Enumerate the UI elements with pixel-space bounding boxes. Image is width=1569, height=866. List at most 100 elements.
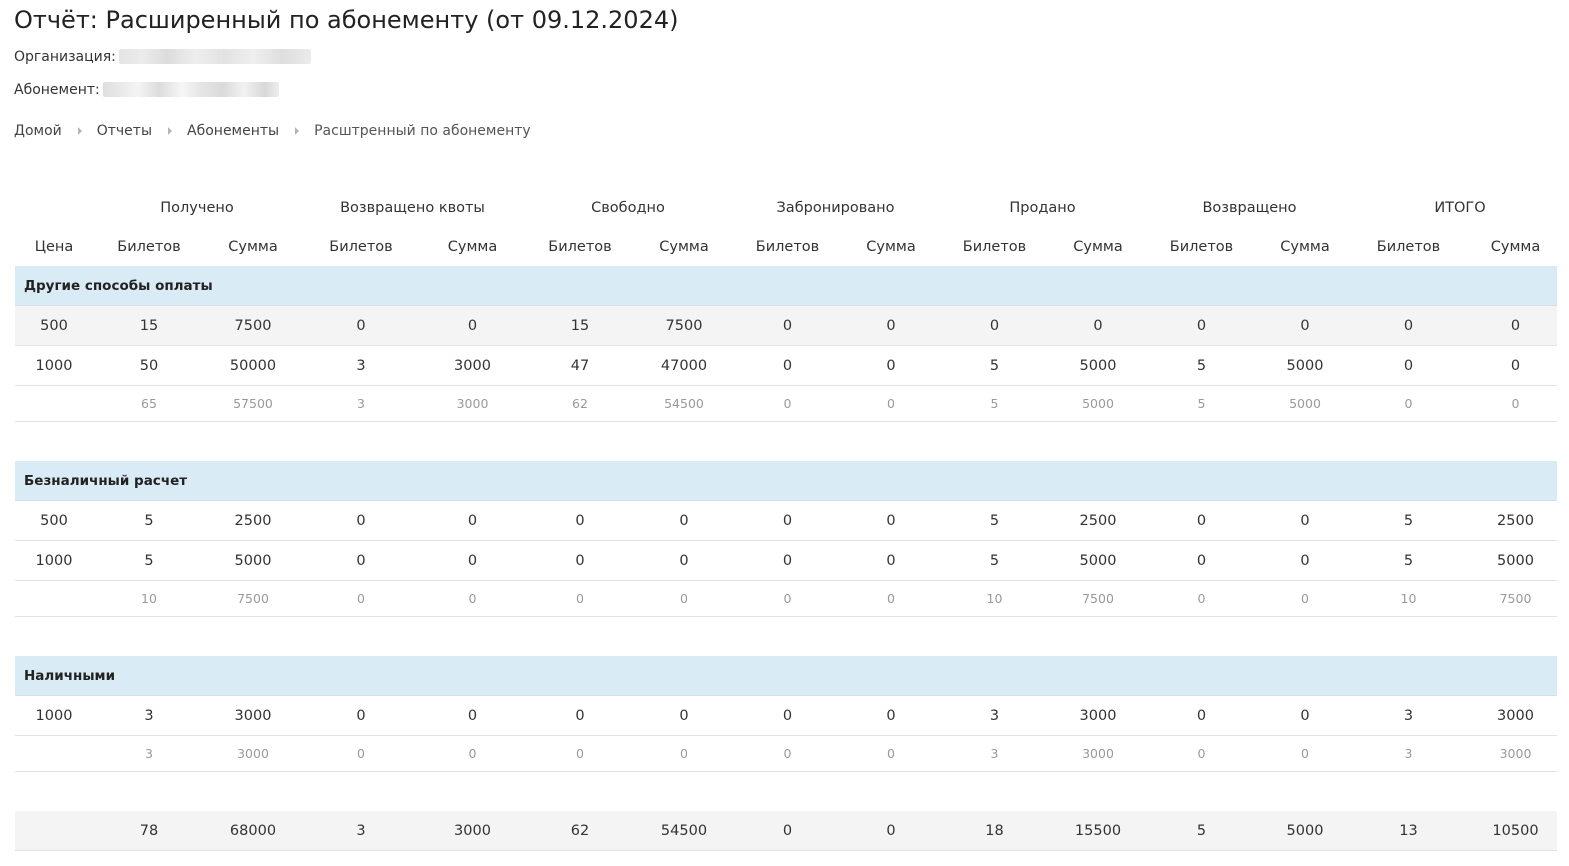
table-cell: 2500 xyxy=(1079,512,1117,529)
table-cell: 0 xyxy=(356,707,366,724)
table-cell: 0 xyxy=(1300,552,1310,569)
table-cell: 5 xyxy=(989,357,1000,374)
subtotal-row: 65 57500 3 3000 62 54500 0 0 5 5000 5 5000 0 0 xyxy=(15,386,1557,422)
table-cell: 1000 xyxy=(35,552,73,569)
column-header: Сумма xyxy=(1490,238,1541,255)
table-cell: 0 xyxy=(575,707,585,724)
table-row: 500 5 2500 0 0 0 0 0 0 5 2500 0 0 5 2500 xyxy=(15,501,1557,541)
table-cell: 50000 xyxy=(229,357,277,374)
table-cell: 3 xyxy=(145,746,153,761)
group-header-total: ИТОГО xyxy=(1434,199,1486,216)
table-cell: 3 xyxy=(989,707,1000,724)
table-cell: 0 xyxy=(357,591,365,606)
table-cell: 3 xyxy=(144,707,154,724)
table-cell: 0 xyxy=(575,552,585,569)
column-header: Сумма xyxy=(866,238,916,255)
table-cell: 5000 xyxy=(1497,552,1534,569)
table-cell: 0 xyxy=(782,707,793,724)
table-cell: 0 xyxy=(575,512,585,529)
table-cell: 0 xyxy=(886,822,896,839)
section-spacer xyxy=(15,422,1557,461)
table-cell: 3000 xyxy=(1497,707,1534,724)
table-cell: 7500 xyxy=(237,591,269,606)
grand-total-row: 78 68000 3 3000 62 54500 0 0 18 15500 5 5000 13 10500 xyxy=(15,811,1557,851)
table-cell: 0 xyxy=(1300,317,1310,334)
table-cell: 0 xyxy=(1301,591,1309,606)
table-cell: 47 xyxy=(570,357,590,374)
table-cell: 65 xyxy=(141,396,157,411)
table-cell: 47000 xyxy=(660,357,708,374)
table-row: 1000 3 3000 0 0 0 0 0 0 3 3000 0 0 3 3000 xyxy=(15,696,1557,736)
table-cell: 54500 xyxy=(664,396,704,411)
table-cell: 3000 xyxy=(237,746,269,761)
table-cell: 0 xyxy=(1196,707,1207,724)
breadcrumb-reports[interactable]: Отчеты xyxy=(96,123,153,139)
table-cell: 0 xyxy=(468,591,477,606)
table-body: Другие способы оплаты 500 15 7500 0 0 15 7500 0 0… xyxy=(15,266,1557,851)
table-cell: 0 xyxy=(356,317,366,334)
table-cell: 5000 xyxy=(1082,396,1114,411)
group-header-returned: Возвращено xyxy=(1202,199,1297,216)
section-spacer xyxy=(15,617,1557,656)
column-header-price: Цена xyxy=(34,238,74,255)
table-cell: 0 xyxy=(783,746,792,761)
table-cell: 10 xyxy=(986,591,1003,606)
table-cell: 10 xyxy=(1400,591,1417,606)
subtotal-row: 10 7500 0 0 0 0 0 0 10 7500 0 0 10 7500 xyxy=(15,581,1557,617)
table-cell: 0 xyxy=(1403,357,1414,374)
table-cell: 0 xyxy=(1196,512,1207,529)
table-cell: 0 xyxy=(1196,552,1207,569)
table-row: 1000 50 50000 3 3000 47 47000 0 0 5 5000 5 5000 0 0 xyxy=(15,346,1557,386)
table-cell: 500 xyxy=(40,317,68,334)
table-cell: 0 xyxy=(679,552,689,569)
table-cell: 3 xyxy=(990,746,999,761)
table-cell: 0 xyxy=(1197,591,1206,606)
table-cell: 3000 xyxy=(454,357,491,374)
table-cell: 5 xyxy=(144,512,154,529)
subscription-row: Абонемент: xyxy=(14,80,279,100)
table-cell: 3000 xyxy=(454,822,491,839)
table-cell: 0 xyxy=(679,707,689,724)
table-cell: 13 xyxy=(1399,822,1418,839)
table-cell: 5 xyxy=(1403,552,1414,569)
table-cell: 0 xyxy=(1510,357,1521,374)
table-cell: 5000 xyxy=(1289,396,1321,411)
table-cell: 7500 xyxy=(665,317,703,334)
table-cell: 62 xyxy=(572,396,588,411)
subscription-value-redacted xyxy=(102,82,279,97)
column-header: Сумма xyxy=(1073,238,1123,255)
table-cell: 15 xyxy=(570,317,590,334)
column-header: Билетов xyxy=(1169,238,1234,255)
table-cell: 0 xyxy=(467,707,478,724)
column-header: Сумма xyxy=(228,238,278,255)
page-title: Отчёт: Расширенный по абонементу (от 09.… xyxy=(14,6,679,34)
group-header-received: Получено xyxy=(160,199,234,216)
breadcrumb-subscriptions[interactable]: Абонементы xyxy=(187,123,280,139)
table-cell: 0 xyxy=(887,396,895,411)
table-cell: 0 xyxy=(783,591,792,606)
table-cell: 7500 xyxy=(1082,591,1114,606)
table-cell: 0 xyxy=(467,512,478,529)
table-cell: 0 xyxy=(680,591,688,606)
table-cell: 7500 xyxy=(1499,591,1532,606)
report-table: Получено Возвращено квоты Свободно Забро… xyxy=(15,188,1557,851)
table-cell: 0 xyxy=(886,707,896,724)
table-cell: 0 xyxy=(782,512,793,529)
section-spacer xyxy=(15,772,1557,811)
group-header-sold: Продано xyxy=(1009,199,1076,216)
table-group-header-row: Получено Возвращено квоты Свободно Забро… xyxy=(15,188,1557,227)
table-cell: 0 xyxy=(1093,317,1103,334)
table-cell: 15 xyxy=(139,317,159,334)
table-cell: 0 xyxy=(782,822,793,839)
table-cell: 0 xyxy=(468,746,477,761)
organization-row: Организация: xyxy=(14,47,311,67)
breadcrumb-separator-icon xyxy=(295,127,300,135)
table-cell: 5000 xyxy=(1286,822,1324,839)
table-cell: 3 xyxy=(356,822,366,839)
breadcrumb-home[interactable]: Домой xyxy=(14,123,62,139)
column-header: Сумма xyxy=(659,238,709,255)
table-cell: 2500 xyxy=(234,512,272,529)
table-cell: 0 xyxy=(886,357,896,374)
section-title: Наличными xyxy=(15,656,1557,696)
group-header-free: Свободно xyxy=(591,199,665,216)
